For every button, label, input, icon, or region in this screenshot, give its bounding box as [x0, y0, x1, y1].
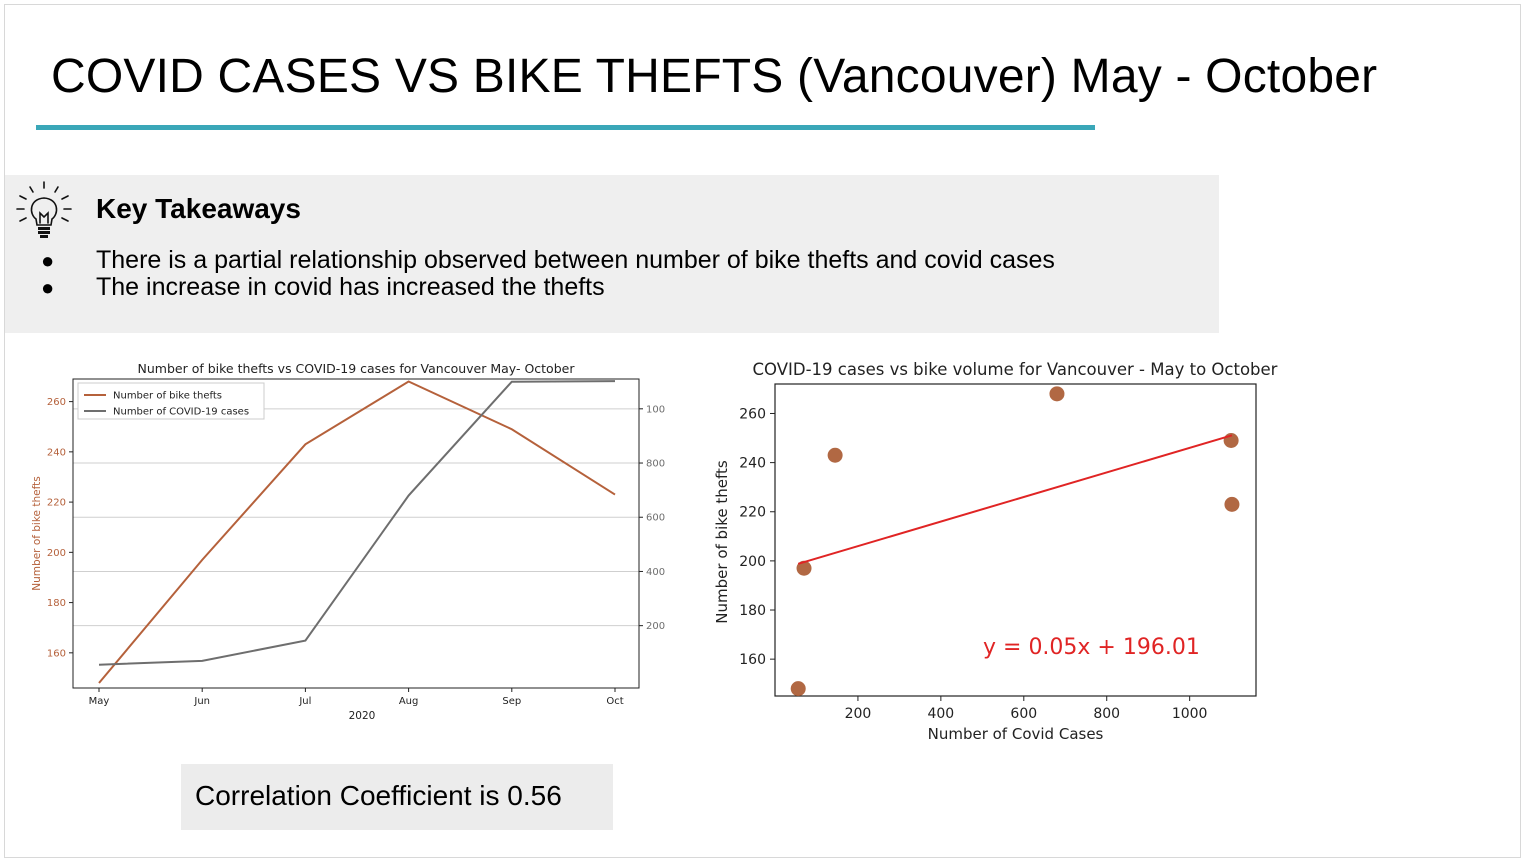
- x-tick-label: Oct: [606, 696, 623, 707]
- y-tick-label: 260: [739, 406, 766, 422]
- correlation-label: Correlation Coefficient is 0.56: [195, 780, 562, 811]
- trendline: [797, 434, 1233, 565]
- list-item: ● There is a partial relationship observe…: [41, 247, 1055, 274]
- x-tick-label: 800: [1093, 706, 1120, 722]
- x-tick-label: 400: [927, 706, 954, 722]
- list-item: ● The increase in covid has increased the…: [41, 274, 1055, 301]
- lightbulb-icon: [16, 181, 72, 238]
- y-tick-label: 180: [739, 603, 766, 619]
- scatter-chart-cases-vs-thefts: COVID-19 cases vs bike volume for Vancou…: [713, 360, 1278, 743]
- x-tick-label: May: [89, 696, 110, 707]
- y-axis-label: Number of bike thefts: [713, 460, 731, 624]
- x-tick-label: Sep: [502, 696, 521, 707]
- y-tick-label: 200: [47, 548, 66, 559]
- scatter-point: [1224, 496, 1240, 512]
- legend: [77, 382, 265, 420]
- correlation-box: Correlation Coefficient is 0.56: [181, 764, 613, 830]
- y-tick-label: 180: [47, 598, 66, 609]
- bullet-icon: ●: [41, 248, 55, 273]
- legend-label: Number of COVID-19 cases: [113, 407, 249, 418]
- plot-frame: [774, 383, 1257, 697]
- plot-frame: [72, 378, 640, 689]
- y-tick-label: 240: [47, 447, 66, 458]
- x-tick-label: Jul: [298, 696, 311, 707]
- y-tick-label: 260: [47, 397, 66, 408]
- scatter-point: [796, 560, 812, 576]
- x-tick-label: Jun: [193, 696, 210, 707]
- slide: COVID CASES VS BIKE THEFTS (Vancouver) M…: [4, 4, 1521, 858]
- y-tick-label: 220: [47, 498, 66, 509]
- bullet-text: There is a partial relationship observed…: [96, 246, 1055, 274]
- trendline-equation: y = 0.05x + 196.01: [983, 635, 1200, 660]
- y2-tick-label: 1000: [646, 404, 665, 415]
- y-tick-label: 160: [47, 648, 66, 659]
- y-axis-label: Number of bike thefts: [31, 476, 43, 590]
- line-chart-thefts-vs-cases: Number of bike thefts vs COVID-19 cases …: [31, 361, 665, 722]
- chart-title: Number of bike thefts vs COVID-19 cases …: [138, 361, 576, 376]
- x-axis-label: 2020: [349, 710, 376, 722]
- scatter-point: [790, 681, 806, 697]
- scatter-point: [1049, 386, 1065, 402]
- y2-tick-label: 400: [646, 567, 665, 578]
- title-underline: [36, 125, 1095, 130]
- slide-title: COVID CASES VS BIKE THEFTS (Vancouver) M…: [51, 50, 1378, 103]
- key-takeaways-panel: Key Takeaways ● There is a partial relati…: [5, 175, 1219, 333]
- series-line-bike-thefts: [98, 380, 616, 684]
- y2-tick-label: 200: [646, 621, 665, 632]
- legend-label: Number of bike thefts: [113, 391, 222, 402]
- y-tick-label: 200: [739, 554, 766, 570]
- y2-tick-label: 600: [646, 513, 665, 524]
- y-tick-label: 240: [739, 456, 766, 472]
- takeaways-list: ● There is a partial relationship observe…: [41, 247, 1055, 301]
- scatter-point: [827, 447, 843, 463]
- bullet-icon: ●: [41, 275, 55, 300]
- x-axis-label: Number of Covid Cases: [928, 725, 1104, 743]
- chart-title: COVID-19 cases vs bike volume for Vancou…: [753, 360, 1278, 379]
- key-takeaways-heading: Key Takeaways: [96, 193, 301, 224]
- x-tick-label: Aug: [399, 696, 419, 707]
- y-tick-label: 160: [739, 652, 766, 668]
- bullet-text: The increase in covid has increased the …: [96, 273, 605, 301]
- series-line-covid-cases: [98, 380, 616, 666]
- y-tick-label: 220: [739, 505, 766, 521]
- x-tick-label: 1000: [1172, 706, 1208, 722]
- y2-tick-label: 800: [646, 459, 665, 470]
- x-tick-label: 600: [1010, 706, 1037, 722]
- x-tick-label: 200: [845, 706, 872, 722]
